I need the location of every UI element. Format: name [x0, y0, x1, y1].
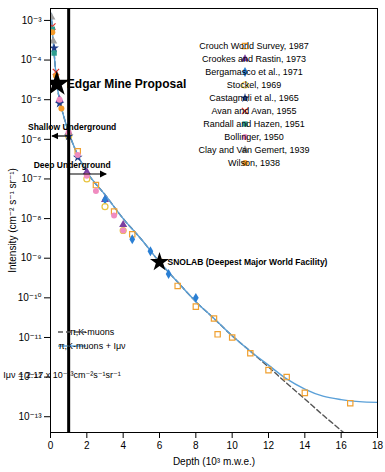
svg-text:π,K-muons + Iμν: π,K-muons + Iμν	[58, 341, 126, 351]
svg-text:14: 14	[299, 440, 311, 451]
svg-text:Wilson, 1938: Wilson, 1938	[228, 158, 280, 168]
svg-text:10: 10	[227, 440, 239, 451]
svg-text:12: 12	[263, 440, 275, 451]
svg-text:Intensity (cm⁻² s⁻¹ sr⁻¹): Intensity (cm⁻² s⁻¹ sr⁻¹)	[7, 168, 18, 273]
svg-text:Bollinger, 1950: Bollinger, 1950	[224, 132, 284, 142]
svg-text:Shallow Underground: Shallow Underground	[28, 122, 116, 132]
svg-text:Castagnoli et al., 1965: Castagnoli et al., 1965	[209, 93, 299, 103]
svg-text:Deep Underground: Deep Underground	[34, 160, 111, 170]
svg-text:10⁻³: 10⁻³	[22, 15, 42, 26]
svg-text:16: 16	[336, 440, 348, 451]
svg-text:10⁻¹³: 10⁻¹³	[18, 411, 42, 422]
svg-text:10⁻⁶: 10⁻⁶	[21, 134, 42, 145]
svg-text:6: 6	[157, 440, 163, 451]
svg-text:Stockel, 1969: Stockel, 1969	[227, 80, 282, 90]
svg-text:10⁻⁴: 10⁻⁴	[21, 54, 42, 65]
svg-text:Bergamasco et al., 1971: Bergamasco et al., 1971	[205, 67, 303, 77]
svg-text:10⁻⁸: 10⁻⁸	[21, 213, 42, 224]
svg-text:Edgar Mine Proposal: Edgar Mine Proposal	[67, 77, 186, 91]
svg-text:4: 4	[120, 440, 126, 451]
svg-text:10⁻⁷: 10⁻⁷	[21, 173, 41, 184]
svg-text:SNOLAB (Deepest Major World Fa: SNOLAB (Deepest Major World Facility)	[168, 257, 328, 267]
svg-text:Iμν = 2.17 x 10⁻¹³cm⁻²s⁻¹sr⁻¹: Iμν = 2.17 x 10⁻¹³cm⁻²s⁻¹sr⁻¹	[3, 370, 120, 380]
svg-text:2: 2	[84, 440, 90, 451]
svg-text:Crookes and Rastin, 1973: Crookes and Rastin, 1973	[202, 54, 306, 64]
svg-text:Clay and Van Gemert, 1939: Clay and Van Gemert, 1939	[199, 145, 310, 155]
svg-text:10⁻¹¹: 10⁻¹¹	[18, 332, 42, 343]
svg-text:8: 8	[193, 440, 199, 451]
svg-text:π,K-muons: π,K-muons	[70, 327, 115, 337]
svg-text:0: 0	[48, 440, 54, 451]
svg-text:18: 18	[372, 440, 384, 451]
svg-text:10⁻⁹: 10⁻⁹	[21, 252, 42, 263]
svg-text:Depth (10³ m.w.e.): Depth (10³ m.w.e.)	[173, 456, 255, 467]
svg-text:Randall and Hazen, 1951: Randall and Hazen, 1951	[203, 119, 305, 129]
svg-text:10⁻¹⁰: 10⁻¹⁰	[18, 292, 42, 303]
svg-text:Avan and Avan, 1955: Avan and Avan, 1955	[211, 106, 296, 116]
svg-text:Crouch World Survey, 1987: Crouch World Survey, 1987	[199, 41, 309, 51]
svg-text:10⁻⁵: 10⁻⁵	[21, 94, 42, 105]
